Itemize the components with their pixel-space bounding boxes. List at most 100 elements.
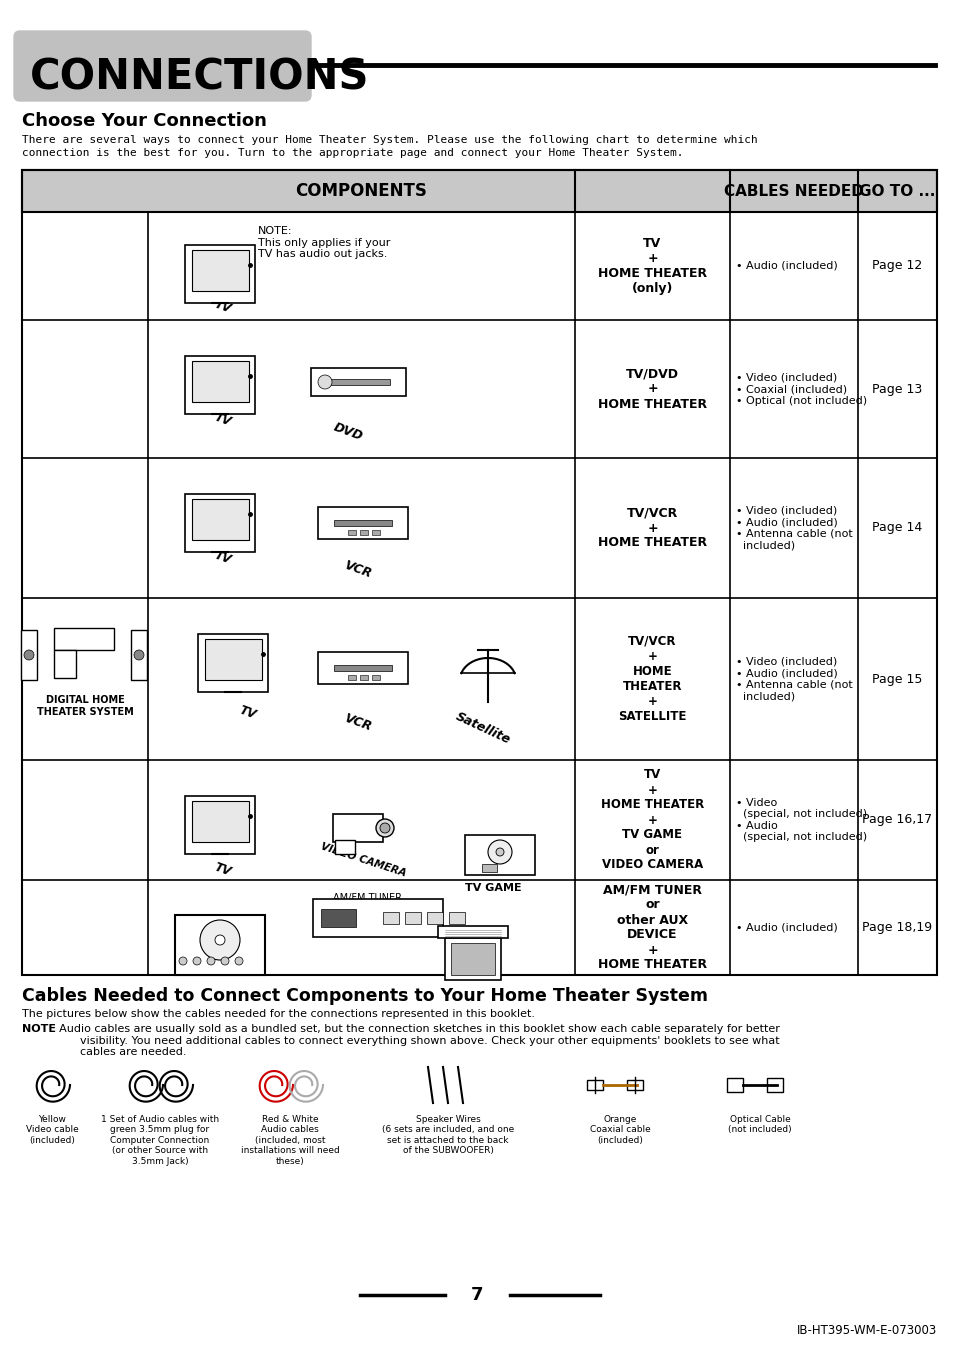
Bar xyxy=(359,530,368,535)
Text: • Video (included)
• Audio (included)
• Antenna cable (not
  included): • Video (included) • Audio (included) • … xyxy=(735,657,852,701)
Text: Cables Needed to Connect Components to Your Home Theater System: Cables Needed to Connect Components to Y… xyxy=(22,988,707,1005)
Circle shape xyxy=(207,957,214,965)
Bar xyxy=(185,494,254,553)
Circle shape xyxy=(133,650,144,661)
Text: NOTE:
This only applies if your
TV has audio out jacks.: NOTE: This only applies if your TV has a… xyxy=(257,226,390,259)
Bar xyxy=(22,170,936,212)
Bar xyxy=(198,634,268,692)
Circle shape xyxy=(24,650,34,661)
Bar xyxy=(405,912,420,924)
Text: CD PLAYER: CD PLAYER xyxy=(189,961,256,970)
Bar xyxy=(481,865,497,871)
Text: Page 14: Page 14 xyxy=(871,521,922,535)
Text: Yellow
Video cable
(included): Yellow Video cable (included) xyxy=(26,1115,78,1144)
Bar xyxy=(766,1078,782,1092)
Text: Orange
Coaxial cable
(included): Orange Coaxial cable (included) xyxy=(589,1115,650,1144)
Bar xyxy=(372,676,379,680)
Text: DVD: DVD xyxy=(331,420,364,443)
Text: TV/VCR
+
HOME THEATER: TV/VCR + HOME THEATER xyxy=(598,507,706,550)
Text: DIGITAL HOME
THEATER SYSTEM: DIGITAL HOME THEATER SYSTEM xyxy=(36,696,133,717)
Bar xyxy=(185,796,254,854)
Text: VCR: VCR xyxy=(342,559,374,581)
Text: There are several ways to connect your Home Theater System. Please use the follo: There are several ways to connect your H… xyxy=(22,135,757,145)
Bar xyxy=(626,1079,642,1090)
Text: TV: TV xyxy=(213,861,233,880)
Text: Page 13: Page 13 xyxy=(871,382,922,396)
Text: Page 15: Page 15 xyxy=(871,673,922,685)
Text: IB-HT395-WM-E-073003: IB-HT395-WM-E-073003 xyxy=(796,1324,936,1336)
Circle shape xyxy=(214,935,225,944)
Text: Page 18,19: Page 18,19 xyxy=(862,921,932,934)
FancyBboxPatch shape xyxy=(14,31,311,101)
Text: TV: TV xyxy=(213,549,233,567)
Circle shape xyxy=(193,957,201,965)
Bar xyxy=(726,1078,742,1092)
Bar xyxy=(313,898,442,938)
Text: 1 Set of Audio cables with
green 3.5mm plug for
Computer Connection
(or other So: 1 Set of Audio cables with green 3.5mm p… xyxy=(101,1115,219,1166)
Bar xyxy=(444,938,500,979)
Text: CONNECTIONS: CONNECTIONS xyxy=(30,57,369,99)
Bar xyxy=(464,835,535,875)
Text: NOTE: NOTE xyxy=(22,1024,56,1034)
Text: GO TO ...: GO TO ... xyxy=(859,184,935,199)
Bar xyxy=(326,380,390,385)
Text: AM/FM TUNER: AM/FM TUNER xyxy=(334,893,402,902)
Text: VIDEO CAMERA: VIDEO CAMERA xyxy=(318,842,407,878)
Bar xyxy=(348,676,355,680)
Bar xyxy=(192,801,249,842)
Bar xyxy=(54,650,76,678)
Bar xyxy=(192,499,249,540)
Bar xyxy=(449,912,464,924)
Text: connection is the best for you. Turn to the appropriate page and connect your Ho: connection is the best for you. Turn to … xyxy=(22,149,682,158)
Circle shape xyxy=(179,957,187,965)
Bar xyxy=(348,530,355,535)
Circle shape xyxy=(317,376,332,389)
Text: TV GAME: TV GAME xyxy=(464,884,520,893)
Bar xyxy=(185,357,254,413)
Text: 7: 7 xyxy=(470,1286,483,1304)
Bar xyxy=(22,170,936,975)
Bar xyxy=(335,840,355,854)
Text: TV/DVD
+
HOME THEATER: TV/DVD + HOME THEATER xyxy=(598,367,706,411)
Bar xyxy=(382,912,398,924)
Text: Choose Your Connection: Choose Your Connection xyxy=(22,112,267,130)
Text: TV
+
HOME THEATER
+
TV GAME
or
VIDEO CAMERA: TV + HOME THEATER + TV GAME or VIDEO CAM… xyxy=(600,769,703,871)
Text: • Video
  (special, not included)
• Audio
  (special, not included): • Video (special, not included) • Audio … xyxy=(735,797,866,843)
Bar xyxy=(311,367,406,396)
Text: TV: TV xyxy=(213,299,233,316)
Bar xyxy=(192,250,249,290)
Bar xyxy=(174,915,265,975)
Bar xyxy=(359,676,368,680)
Bar xyxy=(372,530,379,535)
Text: TV: TV xyxy=(213,411,233,430)
Text: • Audio (included): • Audio (included) xyxy=(735,923,837,932)
Text: COMPONENTS: COMPONENTS xyxy=(295,182,427,200)
Text: : Audio cables are usually sold as a bundled set, but the connection sketches in: : Audio cables are usually sold as a bun… xyxy=(52,1024,779,1058)
Text: PC: PC xyxy=(450,965,466,975)
Bar xyxy=(437,925,507,938)
Bar xyxy=(334,665,392,671)
Text: Speaker Wires
(6 sets are included, and one
set is attached to the back
of the S: Speaker Wires (6 sets are included, and … xyxy=(381,1115,514,1155)
Bar xyxy=(586,1079,602,1090)
Text: Satellite: Satellite xyxy=(453,709,512,746)
Text: AM/FM TUNER
or
other AUX
DEVICE
+
HOME THEATER: AM/FM TUNER or other AUX DEVICE + HOME T… xyxy=(598,884,706,971)
Text: VCR: VCR xyxy=(342,712,374,734)
Bar xyxy=(21,630,37,680)
Bar xyxy=(54,628,113,650)
Text: TV: TV xyxy=(237,704,258,721)
Text: Optical Cable
(not included): Optical Cable (not included) xyxy=(727,1115,791,1135)
Circle shape xyxy=(221,957,229,965)
Text: The pictures below show the cables needed for the connections represented in thi: The pictures below show the cables neede… xyxy=(22,1009,535,1019)
Text: • Video (included)
• Coaxial (included)
• Optical (not included): • Video (included) • Coaxial (included) … xyxy=(735,373,866,405)
Circle shape xyxy=(496,848,503,857)
Circle shape xyxy=(200,920,240,961)
Text: TV/VCR
+
HOME
THEATER
+
SATELLITE: TV/VCR + HOME THEATER + SATELLITE xyxy=(618,635,686,723)
Circle shape xyxy=(375,819,394,838)
Bar xyxy=(333,815,382,842)
Text: TV
+
HOME THEATER
(only): TV + HOME THEATER (only) xyxy=(598,236,706,295)
Bar xyxy=(131,630,147,680)
Bar xyxy=(427,912,442,924)
Text: • Video (included)
• Audio (included)
• Antenna cable (not
  included): • Video (included) • Audio (included) • … xyxy=(735,505,852,550)
Text: CABLES NEEDED: CABLES NEEDED xyxy=(723,184,863,199)
Circle shape xyxy=(379,823,390,834)
